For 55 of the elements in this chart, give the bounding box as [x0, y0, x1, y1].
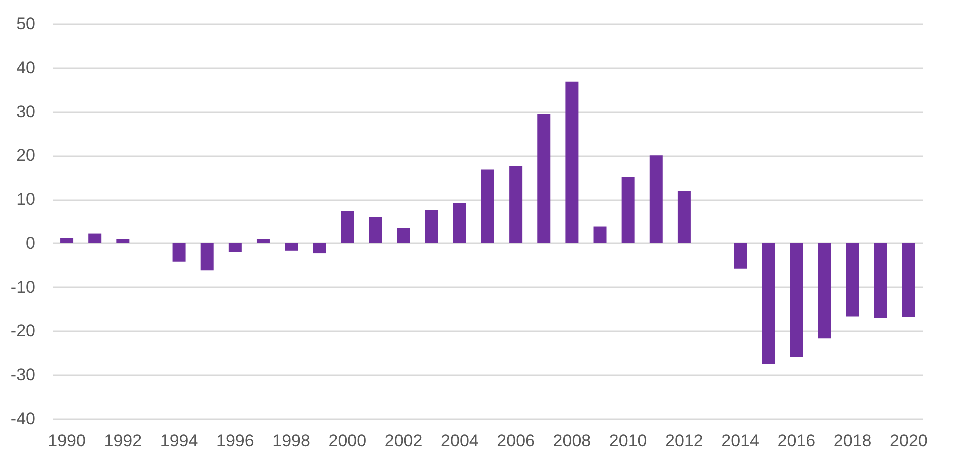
x-tick-label: 2020 [890, 432, 928, 450]
x-tick-label: 2016 [778, 432, 816, 450]
bar [88, 234, 102, 244]
bar [482, 170, 494, 244]
bar [846, 243, 860, 317]
y-tick-label: 20 [16, 146, 36, 166]
bar [762, 243, 776, 364]
x-tick-label: 2012 [666, 432, 704, 450]
x-tick-label: 1998 [272, 432, 310, 450]
bar [790, 243, 804, 358]
x-tick-label: 1996 [216, 432, 254, 450]
bar [228, 243, 242, 252]
bar [172, 243, 186, 262]
bar [285, 243, 298, 251]
bar [341, 210, 354, 244]
y-tick-label: 30 [16, 102, 36, 122]
bar [453, 204, 466, 244]
x-tick-label: 1992 [104, 432, 142, 450]
x-tick-label: 1994 [160, 432, 198, 450]
y-tick-label: -10 [10, 278, 36, 297]
bar [256, 239, 270, 244]
bar [538, 114, 551, 244]
x-tick-label: 2018 [834, 432, 872, 450]
x-tick-label: 2000 [328, 432, 367, 450]
bar [425, 210, 438, 244]
bar [902, 243, 916, 318]
bar [594, 226, 607, 244]
bar [818, 243, 832, 339]
y-tick-label: 10 [16, 190, 36, 210]
y-tick-label: 40 [16, 58, 36, 78]
bar [678, 191, 691, 244]
y-tick-label: 50 [16, 14, 36, 34]
y-tick-label: -30 [10, 366, 36, 385]
x-tick-label: 2010 [609, 432, 648, 450]
y-tick-label: 0 [26, 234, 36, 253]
bar [650, 156, 663, 244]
x-tick-label: 2004 [441, 432, 479, 450]
bar [397, 228, 410, 244]
bar [60, 238, 74, 244]
y-tick-label: -20 [10, 322, 36, 341]
bar [734, 243, 748, 269]
bar [313, 243, 326, 254]
x-tick-label: 2008 [553, 432, 592, 450]
bar [622, 177, 635, 244]
x-tick-label: 2014 [722, 432, 760, 450]
bar [874, 243, 888, 318]
y-tick-label: -40 [10, 410, 36, 428]
bar [369, 217, 382, 244]
bar [510, 166, 523, 244]
bar [116, 239, 130, 244]
x-tick-label: 2002 [384, 432, 423, 450]
x-tick-label: 1990 [48, 432, 86, 450]
bar [200, 243, 214, 271]
x-tick-label: 2006 [497, 432, 535, 450]
bar [566, 82, 579, 244]
